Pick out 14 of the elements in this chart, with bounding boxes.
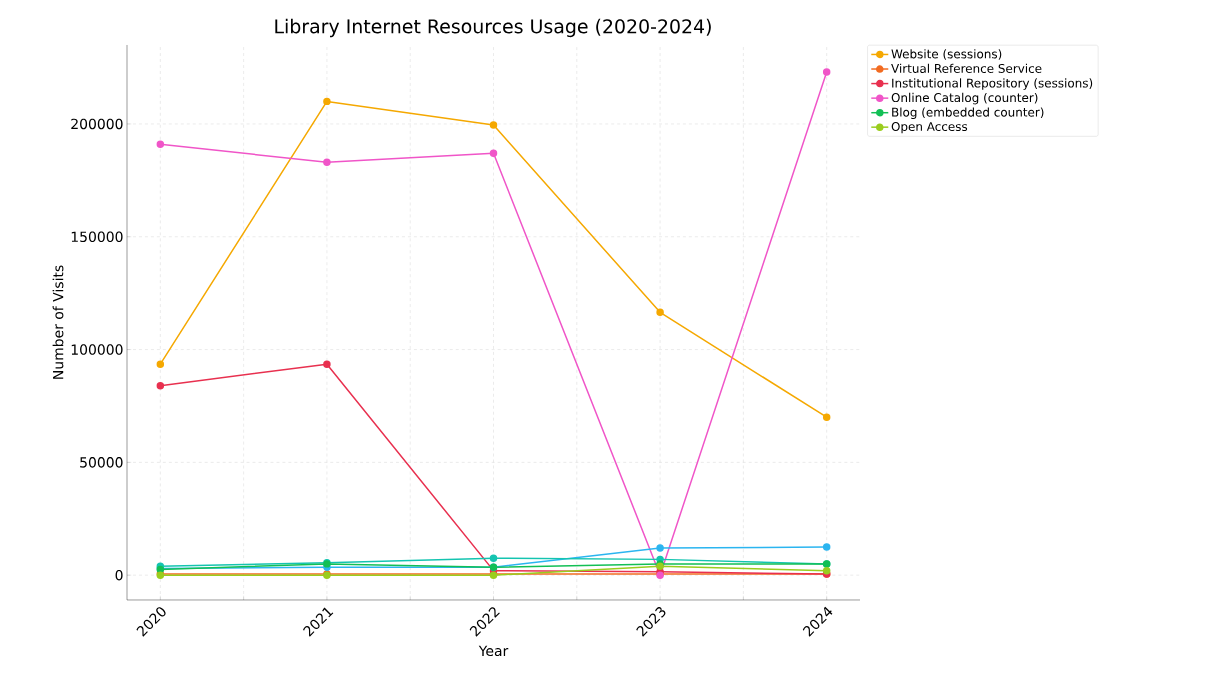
legend-label: Virtual Reference Service	[891, 63, 1042, 73]
y-tick-label: 50000	[80, 457, 123, 468]
legend-label: Blog (embedded counter)	[892, 107, 1044, 119]
y-tick-label: 0	[115, 569, 123, 581]
legend-label: Institutional Repository (sessions)	[892, 78, 1093, 90]
y-tick-label: 100000	[71, 344, 123, 355]
y-tick-label: 200000	[71, 118, 123, 130]
chart-title: Library Internet Resources Usage (2020-2024)	[275, 18, 711, 38]
legend-label: Website (sessions)	[891, 49, 1002, 60]
legend-label: Open Access	[891, 121, 968, 134]
y-axis-title: Number of Visits	[52, 265, 64, 379]
x-axis-title: Year	[478, 645, 509, 657]
y-tick-label: 150000	[71, 231, 123, 243]
legend-label: Online Catalog (counter)	[891, 92, 1038, 105]
